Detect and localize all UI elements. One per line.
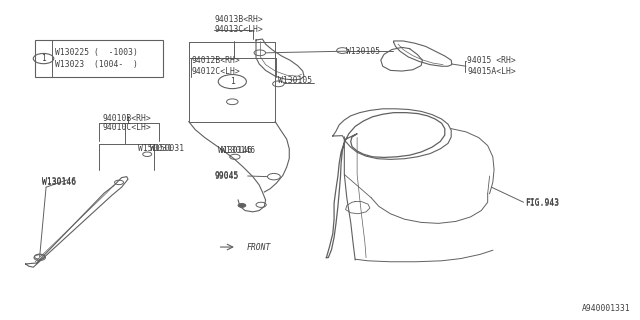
Text: W130225 (  -1003): W130225 ( -1003) (55, 48, 138, 57)
Text: W13023  (1004-  ): W13023 (1004- ) (55, 60, 138, 68)
Text: 94013B<RH>: 94013B<RH> (214, 15, 263, 24)
Text: FIG.943: FIG.943 (525, 199, 559, 208)
Text: 99045: 99045 (214, 172, 239, 180)
Text: 99045: 99045 (214, 172, 239, 181)
Text: 94013C<LH>: 94013C<LH> (214, 25, 263, 34)
Text: FIG.943: FIG.943 (525, 198, 559, 207)
Text: 94012C<LH>: 94012C<LH> (192, 67, 241, 76)
Text: W130105: W130105 (278, 76, 312, 85)
Text: W130146: W130146 (221, 146, 255, 155)
Text: W130146: W130146 (218, 146, 252, 155)
Text: 94010C<LH>: 94010C<LH> (102, 124, 151, 132)
Text: 94012B<RH>: 94012B<RH> (192, 56, 241, 65)
Text: 94015A<LH>: 94015A<LH> (467, 67, 516, 76)
Text: FRONT: FRONT (246, 243, 271, 252)
Text: W130105: W130105 (346, 47, 380, 56)
Text: W130146: W130146 (42, 178, 76, 187)
Text: W150031: W150031 (150, 144, 184, 153)
Text: 1: 1 (41, 54, 46, 63)
Bar (35, 40, 163, 77)
Text: 94015 <RH>: 94015 <RH> (467, 56, 516, 65)
Text: A940001331: A940001331 (582, 304, 630, 313)
Text: W150031: W150031 (138, 144, 172, 153)
Text: 94010B<RH>: 94010B<RH> (102, 114, 151, 123)
Text: W130146: W130146 (42, 177, 76, 186)
Circle shape (238, 204, 246, 207)
Text: 1: 1 (230, 77, 235, 86)
